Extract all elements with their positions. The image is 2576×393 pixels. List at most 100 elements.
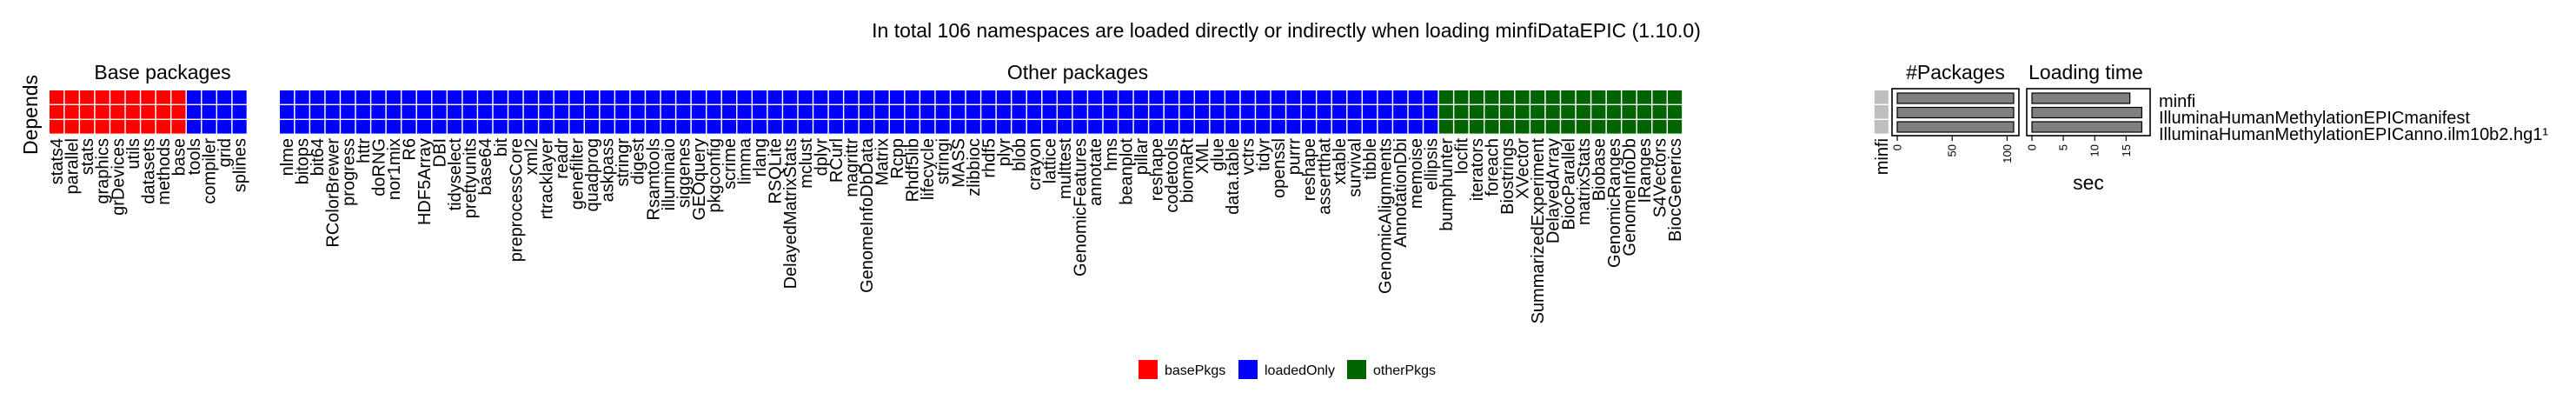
heat-cell: [432, 105, 447, 119]
heat-cell: [478, 120, 493, 134]
column-label: GenomicRanges: [1605, 138, 1624, 268]
column-label: siggenes: [674, 138, 694, 208]
legend: basePkgs loadedOnly otherPkgs: [1139, 360, 1436, 379]
row-label: IlluminaHumanMethylationEPICanno.ilm10b2…: [2159, 125, 2548, 144]
heat-cell: [493, 120, 508, 134]
column-label: digest: [629, 138, 648, 185]
packages-panel-bar: [1896, 121, 2015, 133]
group-labels: Base packages Other packages: [94, 61, 1148, 83]
heat-cell: [1606, 120, 1621, 134]
column-label: lifecycle: [919, 138, 938, 200]
heat-cell: [920, 90, 935, 104]
heat-cell: [1652, 105, 1667, 119]
heat-cell: [1530, 120, 1545, 134]
heat-cell: [1210, 105, 1225, 119]
packages-panel-tick-label: 100: [2001, 144, 2014, 163]
heat-cell: [1363, 120, 1378, 134]
heat-cell: [202, 105, 216, 119]
heat-cell: [951, 120, 966, 134]
heat-cell: [1500, 90, 1515, 104]
heat-cell: [981, 120, 996, 134]
column-label: data.table: [1224, 138, 1243, 215]
heat-cell: [1515, 90, 1530, 104]
heat-cell: [1591, 120, 1606, 134]
heat-cell: [1072, 120, 1087, 134]
heat-cell: [646, 90, 661, 104]
heat-cell: [920, 120, 935, 134]
heat-cell: [202, 90, 216, 104]
y-axis-label: Depends: [19, 75, 42, 155]
heat-cell: [371, 105, 386, 119]
heat-cell: [64, 105, 79, 119]
heat-cell: [1179, 90, 1194, 104]
column-label: openssl: [1270, 138, 1289, 198]
time-panel-bar: [2031, 92, 2131, 104]
column-label: rlang: [751, 138, 770, 177]
heat-cell: [600, 90, 614, 104]
heat-cell: [600, 120, 614, 134]
heat-cell: [416, 90, 432, 104]
column-label: illuminaio: [660, 138, 679, 210]
heat-cell: [341, 120, 355, 134]
heat-cell: [386, 120, 401, 134]
heat-cell: [1271, 120, 1285, 134]
column-label: xml2: [522, 138, 541, 175]
column-label: vctrs: [1239, 138, 1258, 175]
column-label: GenomicAlignments: [1377, 138, 1396, 294]
column-label: nor1mix: [385, 138, 404, 200]
row-label: IlluminaHumanMethylationEPICmanifest: [2159, 109, 2470, 128]
heat-cell: [737, 90, 752, 104]
packages-panel-frame: [1891, 88, 2020, 137]
heat-cell: [1042, 105, 1057, 119]
heat-cell: [1088, 105, 1103, 119]
heat-cell: [110, 120, 125, 134]
heat-cell: [402, 105, 416, 119]
heat-cell: [1606, 90, 1621, 104]
group-label: Other packages: [1007, 61, 1148, 83]
heat-cell: [1545, 120, 1560, 134]
heat-cell: [1317, 90, 1331, 104]
column-label: pkgconfig: [705, 138, 724, 213]
heat-cell: [1469, 105, 1484, 119]
heat-cell: [1286, 90, 1301, 104]
heat-cell: [920, 105, 935, 119]
heat-cell: [1545, 90, 1560, 104]
column-label: minfi: [1873, 138, 1892, 175]
column-label: bitops: [294, 138, 313, 184]
heat-cell: [1530, 105, 1545, 119]
heat-cell: [1622, 90, 1637, 104]
heat-cell: [1668, 105, 1683, 119]
column-label: rtracklayer: [537, 138, 556, 220]
heat-cell: [110, 90, 125, 104]
heat-cell: [186, 120, 202, 134]
column-label: base64: [476, 138, 495, 196]
column-label: Rcpp: [888, 138, 907, 179]
heat-cell: [202, 120, 216, 134]
legend-label: otherPkgs: [1373, 363, 1436, 378]
heat-cell: [1271, 105, 1285, 119]
heat-cell: [1149, 105, 1164, 119]
heat-cell: [156, 105, 170, 119]
heat-cell: [1133, 120, 1148, 134]
heat-cell: [95, 120, 110, 134]
column-label: BiocParallel: [1559, 138, 1578, 230]
heat-cell: [1119, 90, 1133, 104]
heat-cell: [1149, 90, 1164, 104]
column-label: locfit: [1452, 138, 1471, 175]
heat-cell: [1515, 105, 1530, 119]
heat-cell: [828, 105, 843, 119]
heat-cell: [371, 90, 386, 104]
heat-cell: [1103, 120, 1118, 134]
heat-cell: [1347, 120, 1362, 134]
heat-cell: [1393, 105, 1408, 119]
heat-cell: [1286, 105, 1301, 119]
heat-cell: [1408, 120, 1423, 134]
heat-cell: [1210, 90, 1225, 104]
column-label: compiler: [201, 138, 220, 204]
heat-cell: [721, 120, 737, 134]
heat-cell: [1301, 90, 1316, 104]
heat-cell: [1622, 105, 1637, 119]
column-label: blob: [1010, 138, 1029, 171]
column-label: askpass: [599, 138, 618, 202]
